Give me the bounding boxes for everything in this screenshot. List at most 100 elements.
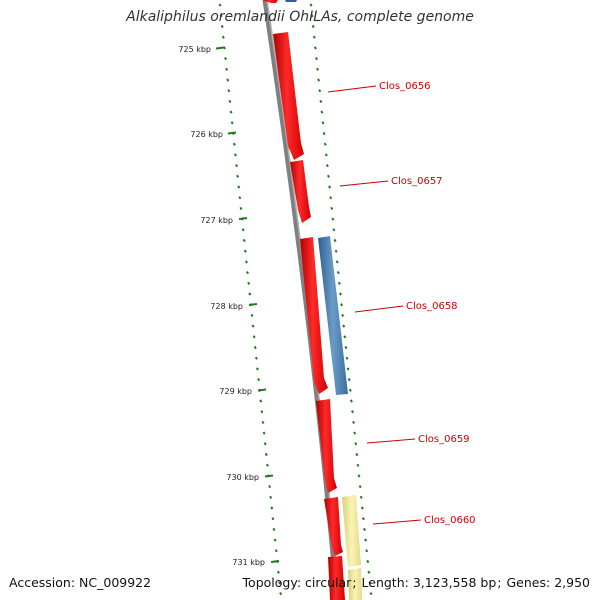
minor-tick-inner-5: [224, 57, 228, 61]
gene-label-text-clos-0657[interactable]: Clos_0657: [391, 176, 443, 187]
gene-arrow-clos-0658-inner[interactable]: [300, 237, 328, 394]
minor-tick-inner-35: [257, 378, 261, 382]
minor-tick-inner-40: [262, 431, 266, 435]
minor-tick-outer-18: [329, 196, 333, 200]
minor-tick-outer-50: [364, 538, 368, 542]
minor-tick-inner-42: [264, 452, 268, 457]
minor-tick-inner-14: [233, 153, 237, 157]
minor-tick-inner-41: [263, 442, 267, 446]
minor-tick-outer-33: [345, 356, 349, 360]
minor-tick-outer-49: [363, 527, 366, 531]
minor-tick-inner-8: [227, 89, 231, 93]
minor-tick-outer-44: [357, 474, 361, 478]
minor-tick-inner-47: [270, 506, 274, 510]
minor-tick-inner-39: [261, 420, 265, 424]
minor-tick-outer-9: [319, 99, 323, 103]
topology-label: Topology:: [242, 575, 302, 590]
minor-tick-inner-10: [229, 110, 233, 114]
gene-arrow-clos-0660[interactable]: [342, 495, 361, 567]
gene-label-clos-0660[interactable]: Clos_0660: [372, 515, 476, 526]
gene-label-text-clos-0658[interactable]: Clos_0658: [406, 301, 458, 312]
accession-info: Accession: NC_009922: [9, 575, 151, 590]
minor-tick-outer-23: [334, 249, 338, 253]
minor-tick-outer-47: [360, 506, 364, 510]
minor-tick-inner-30: [251, 324, 255, 328]
gene-arrow-top-fragment[interactable]: [262, 0, 278, 3]
minor-tick-outer-7: [317, 78, 321, 82]
minor-tick-inner-55: [279, 592, 283, 596]
gene-label-text-clos-0659[interactable]: Clos_0659: [418, 434, 470, 445]
gene-arrow-clos-0659[interactable]: [316, 399, 337, 493]
genes-value: 2,950: [554, 575, 590, 590]
minor-tick-inner-1: [219, 14, 223, 18]
tick-label-725: 725 kbp: [178, 45, 211, 54]
minor-tick-inner-18: [238, 196, 242, 200]
gene-label-clos-0659[interactable]: Clos_0659: [366, 434, 470, 445]
minor-tick-outer-15: [325, 164, 329, 168]
minor-tick-inner-15: [235, 164, 239, 168]
minor-tick-inner-43: [265, 463, 269, 467]
ruler-tick-725: 725 kbp: [178, 45, 225, 54]
map-title: Alkaliphilus oremlandii OhILAs, complete…: [126, 9, 474, 25]
minor-tick-inner-53: [276, 570, 280, 574]
gene-label-text-clos-0656[interactable]: Clos_0656: [379, 81, 431, 92]
minor-tick-inner-13: [232, 142, 236, 146]
minor-tick-outer-30: [342, 324, 346, 328]
minor-tick-inner-26: [247, 281, 251, 285]
minor-tick-outer-2: [311, 24, 315, 29]
minor-tick-outer-37: [349, 399, 353, 403]
gene-arrow-top-fragment-blue[interactable]: [285, 0, 297, 2]
minor-tick-outer-29: [341, 313, 345, 317]
minor-tick-inner-34: [256, 367, 259, 371]
minor-tick-inner-46: [269, 495, 273, 499]
minor-tick-inner-3: [221, 35, 225, 39]
minor-tick-outer-31: [343, 335, 347, 339]
minor-tick-inner-37: [259, 399, 263, 403]
gene-arrow-clos-0658[interactable]: [318, 236, 348, 395]
minor-tick-outer-24: [335, 260, 339, 264]
minor-tick-outer-12: [322, 131, 326, 136]
minor-tick-inner-22: [242, 238, 246, 243]
minor-tick-outer-4: [313, 46, 317, 50]
tick-label-727: 727 kbp: [200, 216, 233, 225]
gene-label-text-clos-0660[interactable]: Clos_0660: [424, 515, 476, 526]
minor-tick-inner-7: [226, 78, 230, 82]
ruler-tick-726: 726 kbp: [190, 130, 237, 139]
minor-tick-inner-29: [250, 313, 254, 317]
minor-tick-outer-51: [365, 549, 369, 553]
minor-tick-outer-16: [326, 174, 330, 178]
ruler-labels: 725 kbp 726 kbp 727 kbp 728 kbp 729 kbp …: [178, 45, 280, 567]
gene-label-clos-0657[interactable]: Clos_0657: [339, 176, 443, 187]
minor-tick-inner-23: [243, 249, 247, 253]
accession-label: Accession:: [9, 575, 76, 590]
minor-tick-inner-27: [248, 292, 252, 296]
minor-tick-outer-8: [318, 89, 322, 93]
minor-tick-inner-19: [239, 206, 243, 210]
minor-tick-outer-14: [324, 153, 328, 157]
minor-tick-inner-11: [230, 121, 234, 125]
length-value: 3,123,558 bp: [412, 575, 497, 590]
minor-tick-outer-5: [314, 57, 318, 61]
gene-arrow-clos-0660-tail[interactable]: [348, 568, 362, 600]
minor-tick-outer-48: [361, 517, 365, 521]
minor-tick-inner-17: [237, 185, 241, 189]
minor-tick-inner-54: [278, 581, 282, 585]
tick-label-731: 731 kbp: [232, 558, 265, 567]
gene-arrow-bottom-fragment[interactable]: [328, 556, 345, 600]
ruler-tick-731: 731 kbp: [232, 558, 280, 567]
gene-label-clos-0656[interactable]: Clos_0656: [327, 81, 431, 93]
gene-label-clos-0658[interactable]: Clos_0658: [354, 301, 458, 313]
gene-arrow-clos-0657[interactable]: [290, 160, 311, 223]
minor-tick-outer-53: [367, 570, 371, 574]
gene-arrow-clos-0660-inner[interactable]: [324, 497, 343, 556]
minor-tick-outer-6: [316, 67, 320, 71]
minor-tick-outer-22: [333, 238, 337, 243]
gene-arrow-clos-0656[interactable]: [273, 32, 304, 160]
minor-tick-outer-40: [353, 431, 357, 435]
minor-tick-inner-31: [252, 335, 256, 339]
tick-label-730: 730 kbp: [226, 473, 259, 482]
genome-summary: Topology: circular; Length: 3,123,558 bp…: [242, 575, 590, 590]
minor-tick-inner-50: [273, 538, 277, 542]
